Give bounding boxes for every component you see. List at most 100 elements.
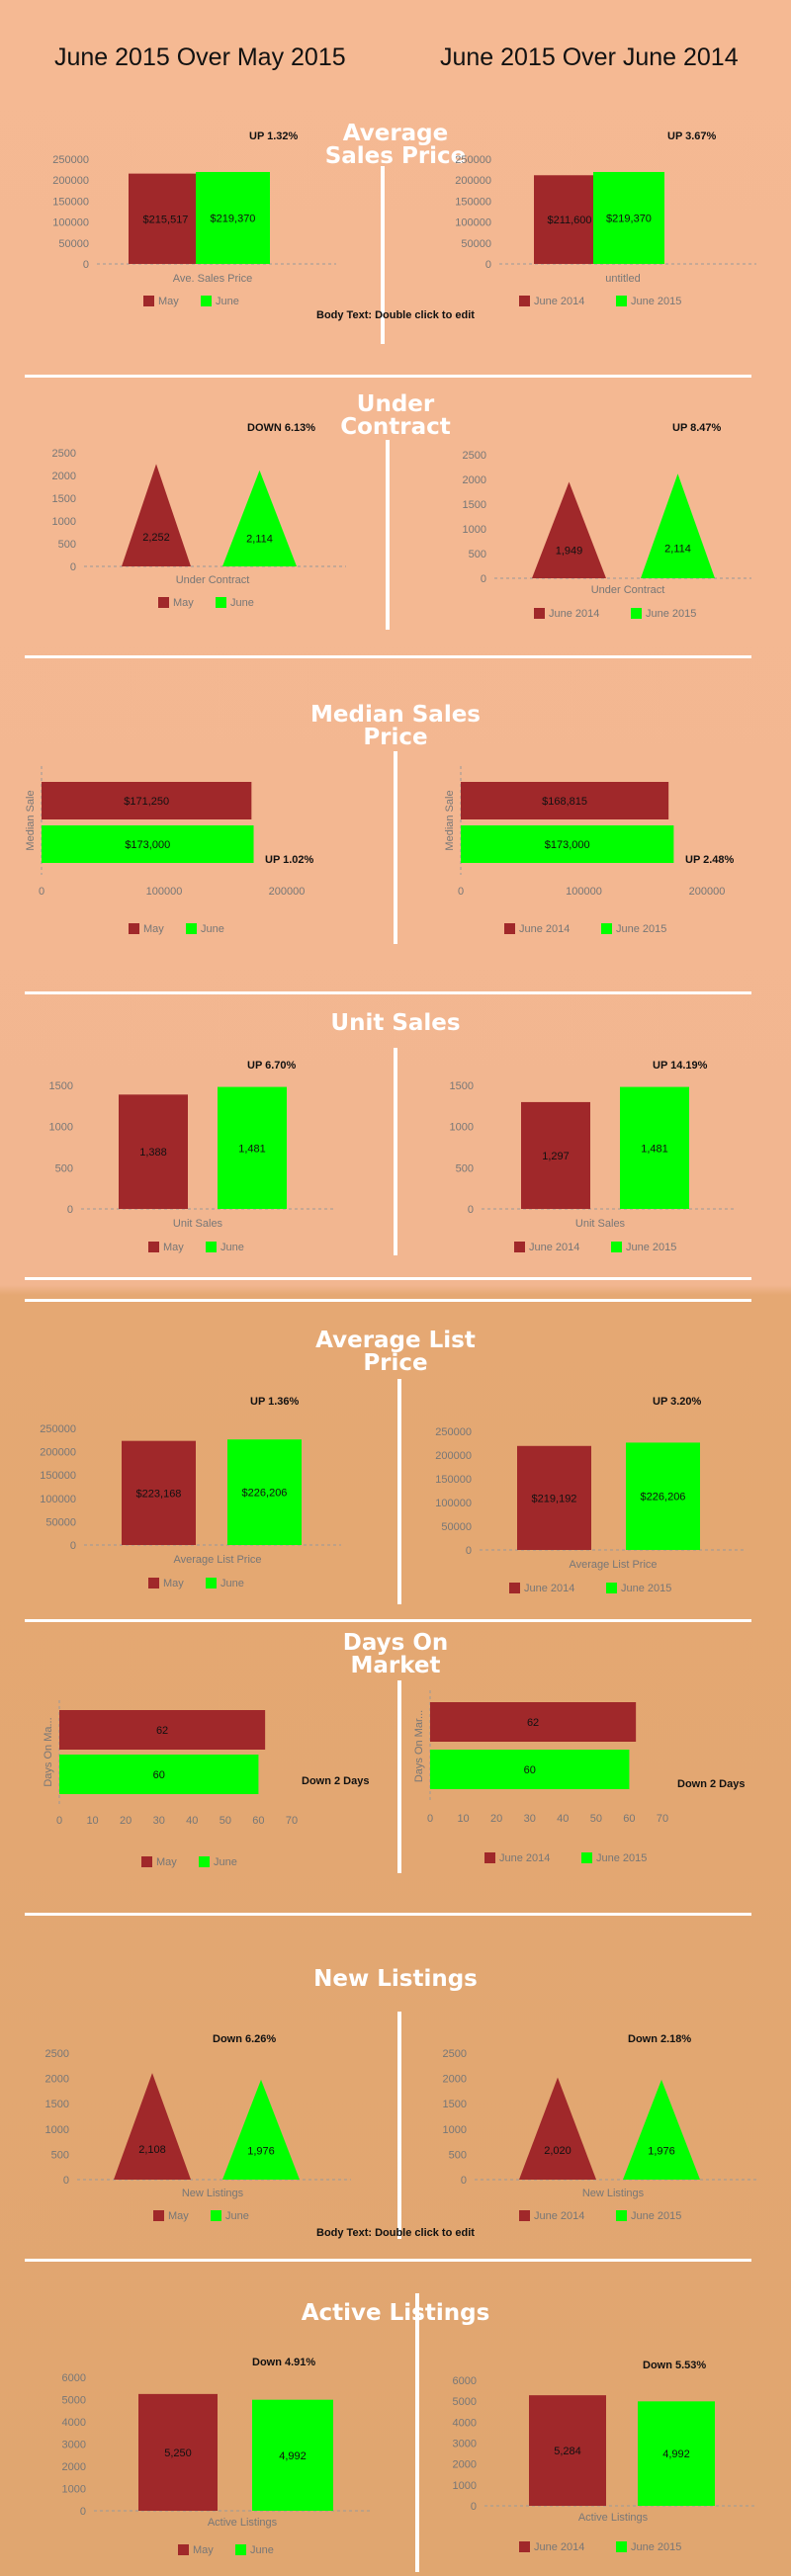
y-tick-label: 4000 (62, 2417, 86, 2429)
y-tick-label: 2000 (453, 2459, 477, 2471)
section-title-average-sales-price: Average Sales Price (247, 123, 544, 168)
right-column-title: June 2015 Over June 2014 (440, 43, 739, 71)
y-tick-label: 150000 (52, 196, 89, 208)
change-annotation: UP 3.20% (653, 1396, 702, 1408)
legend-label: June 2014 (524, 1583, 574, 1594)
x-category-label: New Listings (582, 2188, 645, 2199)
x-category-label: Active Listings (578, 2512, 649, 2524)
x-tick-label: 40 (186, 1815, 198, 1827)
data-label: $168,815 (542, 796, 587, 808)
data-label: $215,517 (143, 214, 189, 225)
change-annotation: UP 2.48% (685, 854, 735, 866)
legend-swatch (601, 923, 612, 934)
y-tick-label: 0 (83, 259, 89, 271)
legend-swatch (616, 2210, 627, 2221)
legend-label: May (163, 1242, 184, 1253)
data-label: 1,481 (641, 1143, 668, 1155)
triangle-may (114, 2073, 191, 2180)
column-divider (386, 440, 390, 630)
legend-swatch (534, 608, 545, 619)
section-divider (25, 1277, 751, 1280)
data-label: 1,976 (247, 2146, 275, 2158)
legend-label: June (216, 296, 239, 307)
data-label: 1,976 (648, 2146, 675, 2158)
data-label: 1,388 (139, 1147, 167, 1159)
section-divider (25, 991, 751, 994)
x-tick-label: 200000 (689, 886, 726, 898)
data-label: $211,600 (547, 215, 591, 226)
legend-swatch (206, 1242, 217, 1252)
x-tick-label: 0 (56, 1815, 62, 1827)
triangle-june (222, 470, 297, 566)
section-title-unit-sales: Unit Sales (247, 1012, 544, 1035)
title-line: Average List (315, 1328, 476, 1353)
data-label: $173,000 (545, 839, 590, 851)
x-tick-label: 70 (657, 1813, 668, 1825)
legend-label: June 2015 (631, 2210, 681, 2222)
y-tick-label: 0 (70, 1540, 76, 1552)
bar-june-2015 (638, 2401, 715, 2506)
body-text-note[interactable]: Body Text: Double click to edit (316, 2227, 475, 2239)
legend-swatch (514, 1242, 525, 1252)
y-tick-label: 1500 (52, 493, 76, 505)
y-tick-label: 500 (449, 2149, 467, 2161)
data-label: 4,992 (279, 2450, 307, 2462)
section-title-average-list-price: Average List Price (247, 1330, 544, 1375)
chart-active-listings-year: Down 5.53% 0 1000 2000 3000 4000 5000 6000 5,284… (453, 2360, 756, 2553)
legend-swatch (611, 1242, 622, 1252)
y-tick-label: 2500 (45, 2048, 69, 2060)
y-tick-label: 1500 (443, 2099, 467, 2110)
chart-avg-sales-year: UP 3.67% 0 50000 100000 150000 200000 250000 $2… (455, 130, 756, 307)
legend-swatch (186, 923, 197, 934)
title-line: Days On (342, 1630, 449, 1656)
body-text-note[interactable]: Body Text: Double click to edit (316, 309, 475, 321)
y-tick-label: 1000 (453, 2480, 477, 2492)
triangle-june-2015 (623, 2079, 700, 2180)
chart-avg-list-month: UP 1.36% 0 50000 100000 150000 200000 250000 $2… (40, 1396, 341, 1589)
y-tick-label: 1000 (49, 1122, 73, 1134)
column-divider (397, 1680, 401, 1873)
y-tick-label: 200000 (52, 175, 89, 187)
legend-label: June 2015 (596, 1852, 647, 1864)
title-line: Median Sales (310, 702, 481, 728)
legend-label: May (158, 296, 179, 307)
data-label: $219,370 (211, 213, 256, 224)
y-tick-label: 500 (51, 2149, 69, 2161)
y-tick-label: 6000 (62, 2372, 86, 2384)
x-category-label: Under Contract (591, 584, 665, 596)
y-tick-label: 5000 (62, 2395, 86, 2407)
legend-swatch (616, 2541, 627, 2552)
chart-unit-sales-month: UP 6.70% 0 500 1000 1500 1,388 1,481 Unit Sales… (49, 1060, 336, 1253)
y-tick-label: 100000 (40, 1494, 76, 1505)
legend-swatch (606, 1583, 617, 1593)
title-line: Active Listings (301, 2300, 490, 2326)
change-annotation: UP 1.32% (249, 130, 299, 142)
y-tick-label: 500 (469, 549, 486, 560)
y-tick-label: 0 (63, 2175, 69, 2187)
legend-label: June (230, 597, 254, 609)
legend-label: June 2014 (529, 1242, 579, 1253)
legend-label: June (214, 1856, 237, 1868)
bar-june (227, 1439, 302, 1545)
change-annotation: UP 1.02% (265, 854, 314, 866)
data-label: 1,481 (238, 1143, 266, 1155)
y-tick-label: 1500 (45, 2099, 69, 2110)
x-tick-label: 30 (524, 1813, 536, 1825)
change-annotation: UP 1.36% (250, 1396, 300, 1408)
y-tick-label: 250000 (40, 1423, 76, 1435)
x-tick-label: 0 (39, 886, 44, 898)
data-label: 2,114 (664, 544, 691, 556)
x-category-label: Active Listings (208, 2517, 278, 2529)
legend-label: June 2015 (626, 1242, 676, 1253)
chart-new-listings-month: Down 6.26% 0 500 1000 1500 2000 2500 2,108 1,976… (45, 2033, 351, 2222)
legend-label: June 2015 (646, 608, 696, 620)
title-line: Under (356, 391, 435, 417)
title-line: Average (342, 121, 449, 146)
legend-swatch (178, 2544, 189, 2555)
legend-label: June (220, 1242, 244, 1253)
y-tick-label: 2500 (52, 448, 76, 460)
title-line: Unit Sales (330, 1010, 461, 1036)
y-tick-label: 150000 (455, 196, 491, 208)
legend-label: May (173, 597, 194, 609)
column-divider (415, 2293, 419, 2572)
